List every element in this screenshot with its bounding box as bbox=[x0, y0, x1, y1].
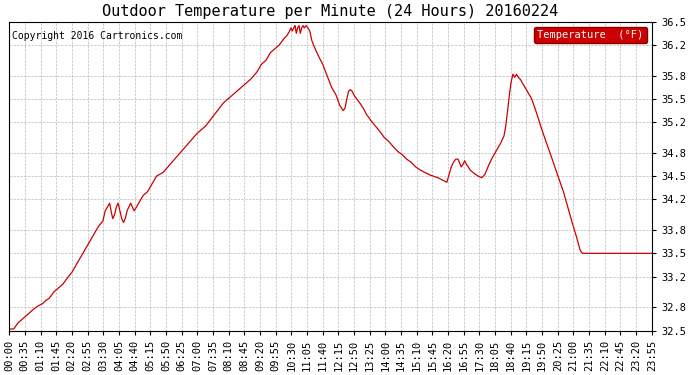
Legend: Temperature  (°F): Temperature (°F) bbox=[534, 27, 647, 43]
Text: Copyright 2016 Cartronics.com: Copyright 2016 Cartronics.com bbox=[12, 31, 183, 41]
Title: Outdoor Temperature per Minute (24 Hours) 20160224: Outdoor Temperature per Minute (24 Hours… bbox=[102, 4, 559, 19]
